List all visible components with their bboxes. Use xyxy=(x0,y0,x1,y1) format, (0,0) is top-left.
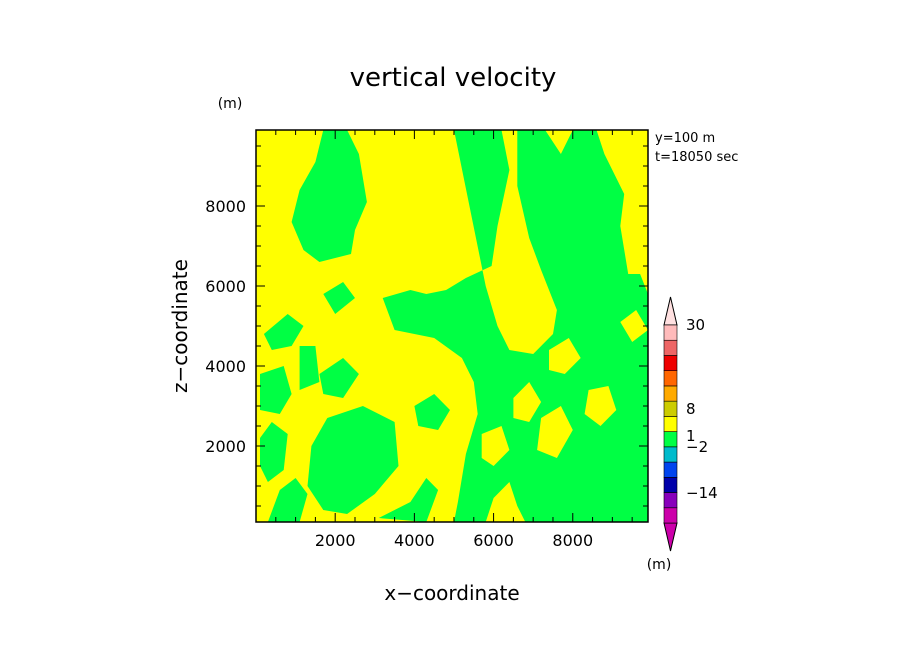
negative-region-10 xyxy=(267,478,308,522)
negative-region-3 xyxy=(263,314,304,350)
colorbar-level xyxy=(663,400,678,417)
colorbar-label: 30 xyxy=(686,316,705,334)
positive-region-3 xyxy=(549,338,581,374)
positive-region-2 xyxy=(513,382,542,422)
colorbar-unit-label: (m) xyxy=(647,557,672,573)
negative-region-11 xyxy=(378,478,439,522)
colorbar-level xyxy=(663,507,678,524)
x-axis-label: x−coordinate xyxy=(384,581,519,605)
y-axis-label: z−coordinate xyxy=(168,259,192,393)
negative-region-7 xyxy=(323,282,355,314)
colorbar-label: 8 xyxy=(686,400,696,418)
x-tick-label: 6000 xyxy=(473,531,514,550)
negative-region-5 xyxy=(299,346,320,390)
annotation-y: y=100 m xyxy=(655,131,715,146)
y-tick-label: 4000 xyxy=(205,357,246,376)
negative-region-13 xyxy=(604,462,648,522)
negative-region-6 xyxy=(319,358,359,398)
negative-region-4 xyxy=(260,366,292,414)
annotation-time: t=18050 sec xyxy=(655,150,738,165)
colorbar-level xyxy=(663,492,678,509)
plot-area xyxy=(255,129,649,523)
colorbar-label: −14 xyxy=(686,484,718,502)
colorbar-level xyxy=(663,416,678,432)
colorbar-level xyxy=(663,446,678,463)
negative-region-2 xyxy=(576,290,621,354)
colorbar-label: 1 xyxy=(686,427,696,445)
negative-region-12 xyxy=(414,394,450,430)
y-tick-label: 6000 xyxy=(205,277,246,296)
colorbar-level xyxy=(663,431,678,448)
x-tick-label: 4000 xyxy=(394,531,435,550)
y-tick-label: 8000 xyxy=(205,197,246,216)
chart-title: vertical velocity xyxy=(350,63,557,93)
colorbar-level xyxy=(663,385,678,402)
negative-region-9 xyxy=(260,422,288,482)
y-unit-label: (m) xyxy=(218,96,243,112)
colorbar-level xyxy=(663,339,678,356)
colorbar-level xyxy=(663,324,678,341)
y-tick-label: 2000 xyxy=(205,437,246,456)
positive-region-4 xyxy=(481,426,510,466)
colorbar-max-arrow xyxy=(663,296,678,326)
colorbar-level xyxy=(663,370,678,387)
colorbar-level xyxy=(663,461,678,478)
negative-region-1 xyxy=(291,130,367,262)
positive-region-1 xyxy=(584,386,617,426)
colorbar: 30 8 1−2 −14 xyxy=(663,296,718,552)
positive-region-5 xyxy=(620,310,648,342)
colorbar-label: −2 xyxy=(686,438,708,456)
positive-region-0 xyxy=(537,406,573,458)
negative-region-8 xyxy=(307,406,399,514)
colorbar-level xyxy=(663,477,678,493)
colorbar-min-arrow xyxy=(663,522,678,552)
x-tick-label: 8000 xyxy=(552,531,593,550)
negative-region-0 xyxy=(382,130,648,522)
x-tick-label: 2000 xyxy=(315,531,356,550)
colorbar-level xyxy=(663,355,678,371)
